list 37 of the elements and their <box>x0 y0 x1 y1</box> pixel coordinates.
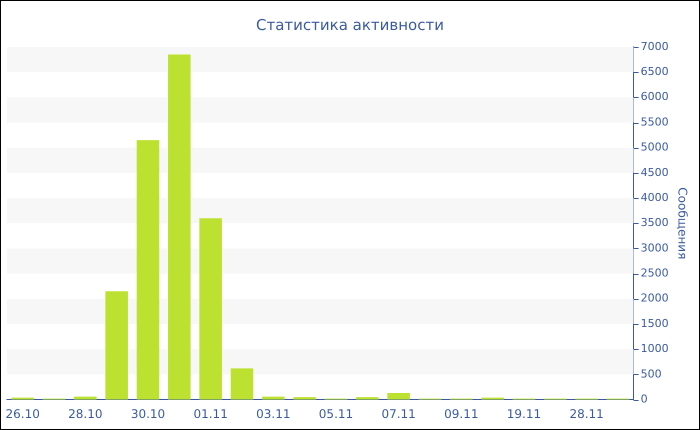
bar <box>262 396 285 400</box>
x-tick-label: 30.10 <box>130 406 166 421</box>
bar <box>356 397 379 400</box>
y-axis-title: Сообщения <box>676 187 690 260</box>
x-tick-label: 26.10 <box>5 406 40 421</box>
y-tick-label: 7000 <box>640 40 669 53</box>
x-tick-label: 01.11 <box>193 406 228 421</box>
bar <box>199 218 222 400</box>
y-tick-label: 5000 <box>640 140 669 154</box>
bar <box>74 396 97 400</box>
y-tick-label: 6000 <box>640 90 669 104</box>
y-tick-label: 2500 <box>640 266 669 280</box>
bar <box>105 291 128 400</box>
bar <box>230 368 254 400</box>
x-tick-label: 05.11 <box>318 406 354 421</box>
y-tick-label: 4500 <box>640 166 669 179</box>
x-tick-label: 03.11 <box>256 406 290 421</box>
x-tick-label: 07.11 <box>381 406 416 421</box>
x-tick-label: 28.11 <box>569 406 604 421</box>
y-tick-label: 1500 <box>640 316 669 330</box>
x-tick-label: 28.10 <box>68 406 103 421</box>
bar <box>136 140 160 400</box>
y-tick-label: 6500 <box>640 65 669 78</box>
bar <box>293 397 316 400</box>
y-tick-label: 5500 <box>640 115 669 128</box>
y-tick-label: 4000 <box>640 190 669 204</box>
y-tick-label: 500 <box>640 367 662 380</box>
y-tick-label: 0 <box>640 392 648 406</box>
chart-title: Статистика активности <box>256 16 444 34</box>
bar <box>387 393 410 400</box>
bar <box>168 54 191 400</box>
x-tick-label: 09.11 <box>444 406 478 421</box>
y-tick-label: 3500 <box>640 216 669 230</box>
y-tick-label: 2000 <box>640 292 669 305</box>
y-tick-label: 3000 <box>640 241 669 254</box>
y-tick-label: 1000 <box>640 342 669 356</box>
x-tick-label: 19.11 <box>506 406 542 421</box>
